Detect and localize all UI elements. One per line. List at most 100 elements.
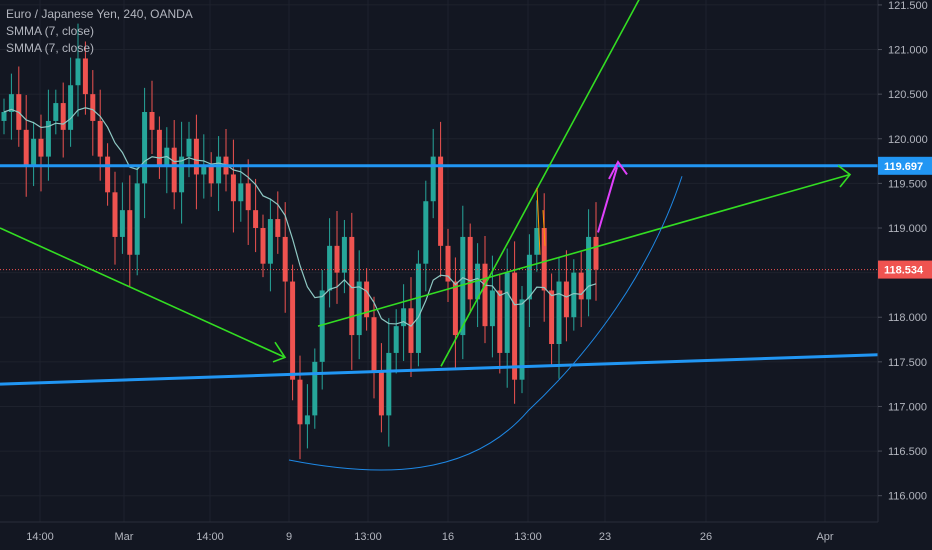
support-trendline <box>0 353 879 386</box>
candle-body <box>556 281 562 344</box>
candle-body <box>334 245 340 273</box>
candle-body <box>578 272 584 300</box>
candle-body <box>31 138 37 166</box>
candle-body <box>53 103 59 121</box>
indicator-smma-1[interactable]: SMMA (7, close) <box>6 24 95 38</box>
chart-legend: Euro / Japanese Yen, 240, OANDA SMMA (7,… <box>6 6 193 57</box>
x-tick-label: 14:00 <box>196 531 224 543</box>
symbol-title[interactable]: Euro / Japanese Yen, 240, OANDA <box>6 7 193 21</box>
candle-body <box>179 156 185 193</box>
candle-body <box>534 228 540 255</box>
x-tick-label: 9 <box>286 531 292 543</box>
orange-mark <box>536 187 541 255</box>
candle-body <box>378 370 384 416</box>
candle-body <box>23 129 29 166</box>
x-tick-label: 16 <box>442 531 454 543</box>
candle-body <box>549 290 555 344</box>
y-tick-label: 118.000 <box>888 312 927 324</box>
upper-trendline <box>317 173 851 327</box>
candle-body <box>127 210 133 255</box>
candle-body <box>304 415 310 425</box>
x-axis[interactable]: 14:00 Mar 14:00 9 13:00 16 13:00 23 26 Apr <box>0 521 878 543</box>
candle-body <box>142 112 148 184</box>
candle-body <box>371 317 377 371</box>
candle-body <box>415 263 421 353</box>
candle-body <box>526 254 532 300</box>
candle-body <box>8 94 14 112</box>
candle-body <box>82 58 88 95</box>
candle-body <box>430 156 436 202</box>
x-tick-label: 13:00 <box>354 531 382 543</box>
candle-body <box>482 263 488 327</box>
candle-body <box>563 281 569 318</box>
candle-body <box>497 290 503 353</box>
y-tick-label: 120.000 <box>888 134 928 146</box>
candle-body <box>260 228 266 264</box>
candles <box>1 23 599 460</box>
candle-body <box>349 236 355 336</box>
candle-body <box>90 94 96 121</box>
y-tick-label: 117.500 <box>888 357 927 369</box>
y-tick-label: 116.000 <box>888 491 927 503</box>
indicator-smma-2[interactable]: SMMA (7, close) <box>6 41 95 55</box>
candle-body <box>401 308 407 327</box>
candle-body <box>238 183 244 202</box>
candle-body <box>519 299 525 380</box>
candle-body <box>408 308 414 353</box>
candle-body <box>489 290 495 327</box>
candle-body <box>38 138 44 157</box>
candle-body <box>460 236 466 336</box>
drawings <box>0 0 879 471</box>
candle-body <box>452 281 458 336</box>
candle-body <box>504 272 510 353</box>
resistance-price-label: 119.697 <box>884 161 923 173</box>
candle-body <box>571 272 577 318</box>
y-tick-label: 121.500 <box>888 0 928 12</box>
y-tick-label: 119.000 <box>888 223 927 235</box>
candle-body <box>312 361 318 416</box>
candle-body <box>386 352 392 416</box>
candle-body <box>245 183 251 211</box>
magenta-arrow-shaft <box>597 167 618 233</box>
descending-arrowhead <box>272 341 287 363</box>
x-tick-label: 13:00 <box>514 531 542 543</box>
current-price-badge <box>878 260 932 279</box>
candle-body <box>393 326 399 353</box>
smma-polyline <box>3 107 597 327</box>
x-tick-label: 26 <box>700 531 712 543</box>
candle-body <box>290 281 296 380</box>
candle-body <box>68 85 74 130</box>
candle-body <box>112 192 118 237</box>
candle-body <box>105 156 111 193</box>
candle-body <box>186 138 192 157</box>
y-tick-label: 117.000 <box>888 401 927 413</box>
candle-body <box>327 245 333 291</box>
candle-body <box>119 210 125 237</box>
candle-body <box>541 228 547 291</box>
y-tick-label: 120.500 <box>888 89 928 101</box>
candle-body <box>423 201 429 264</box>
candle-body <box>275 219 281 237</box>
candle-body <box>364 281 370 318</box>
candle-body <box>467 236 473 300</box>
candle-body <box>512 272 518 380</box>
candle-body <box>230 174 236 202</box>
candle-body <box>1 112 7 121</box>
y-axis[interactable]: 121.500 121.000 120.500 120.000 119.500 119.0… <box>877 0 932 550</box>
candle-body <box>267 219 273 264</box>
current-price-label: 118.534 <box>884 265 924 277</box>
candle-body <box>45 120 51 157</box>
descending-trendline <box>0 227 286 359</box>
y-tick-label: 116.500 <box>888 446 927 458</box>
candle-body <box>319 290 325 362</box>
orange-mark <box>542 210 546 246</box>
steep-trendline <box>440 0 640 367</box>
candle-body <box>201 165 207 175</box>
candle-body <box>445 245 451 282</box>
x-tick-label: 14:00 <box>26 531 54 543</box>
candle-body <box>475 263 481 300</box>
cup-arc <box>288 176 683 471</box>
candle-body <box>149 112 155 130</box>
candle-body <box>341 236 347 273</box>
